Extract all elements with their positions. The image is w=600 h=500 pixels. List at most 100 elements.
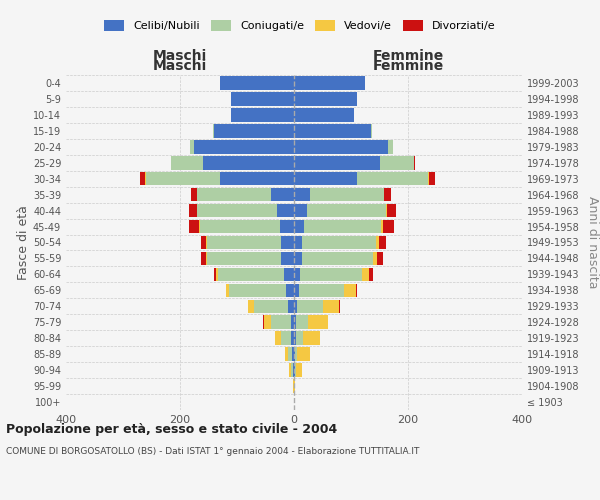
- Bar: [280, 220, 294, 234]
- Bar: [380, 156, 414, 170]
- Bar: [300, 268, 362, 281]
- Bar: [200, 236, 206, 250]
- Bar: [294, 172, 356, 186]
- Bar: [294, 92, 356, 106]
- Bar: [197, 204, 277, 218]
- Y-axis label: Anni di nascita: Anni di nascita: [586, 196, 599, 289]
- Bar: [377, 252, 383, 265]
- Bar: [218, 268, 284, 281]
- Bar: [277, 204, 294, 218]
- Bar: [373, 252, 377, 265]
- Bar: [379, 236, 386, 250]
- Bar: [281, 332, 291, 345]
- Bar: [296, 364, 302, 377]
- Bar: [428, 172, 436, 186]
- Bar: [216, 268, 218, 281]
- Bar: [296, 316, 308, 329]
- Bar: [220, 76, 294, 90]
- Bar: [387, 204, 396, 218]
- Bar: [294, 252, 302, 265]
- Bar: [271, 188, 294, 202]
- Y-axis label: Fasce di età: Fasce di età: [17, 205, 30, 280]
- Bar: [213, 124, 214, 138]
- Bar: [232, 92, 294, 106]
- Bar: [275, 332, 281, 345]
- Text: Maschi: Maschi: [153, 58, 207, 72]
- Bar: [381, 220, 383, 234]
- Bar: [208, 236, 281, 250]
- Bar: [294, 220, 304, 234]
- Bar: [286, 284, 294, 297]
- Bar: [199, 220, 200, 234]
- Bar: [344, 284, 356, 297]
- Bar: [190, 140, 194, 153]
- Bar: [281, 252, 294, 265]
- Bar: [384, 188, 391, 202]
- Bar: [414, 156, 415, 170]
- Bar: [294, 316, 296, 329]
- Bar: [290, 316, 294, 329]
- Bar: [323, 300, 339, 313]
- Bar: [369, 268, 373, 281]
- Bar: [294, 188, 310, 202]
- Bar: [308, 316, 328, 329]
- Bar: [302, 236, 376, 250]
- Bar: [294, 108, 354, 122]
- Text: Popolazione per età, sesso e stato civile - 2004: Popolazione per età, sesso e stato civil…: [6, 422, 337, 436]
- Bar: [248, 300, 254, 313]
- Bar: [206, 252, 208, 265]
- Bar: [232, 108, 294, 122]
- Bar: [285, 348, 289, 361]
- Bar: [188, 204, 197, 218]
- Bar: [214, 124, 294, 138]
- Bar: [371, 124, 372, 138]
- Text: Femmine: Femmine: [373, 58, 443, 72]
- Bar: [362, 268, 369, 281]
- Bar: [307, 204, 386, 218]
- Bar: [302, 332, 320, 345]
- Bar: [294, 156, 380, 170]
- Bar: [289, 300, 294, 313]
- Bar: [295, 348, 298, 361]
- Bar: [214, 268, 216, 281]
- Bar: [200, 220, 280, 234]
- Bar: [293, 364, 294, 377]
- Bar: [291, 332, 294, 345]
- Text: Maschi: Maschi: [153, 48, 207, 62]
- Bar: [201, 252, 206, 265]
- Bar: [291, 364, 293, 377]
- Bar: [284, 268, 294, 281]
- Bar: [254, 300, 289, 313]
- Bar: [294, 284, 299, 297]
- Bar: [294, 364, 295, 377]
- Bar: [271, 316, 290, 329]
- Bar: [294, 348, 295, 361]
- Bar: [281, 236, 294, 250]
- Bar: [289, 364, 291, 377]
- Bar: [294, 76, 365, 90]
- Bar: [264, 316, 271, 329]
- Bar: [206, 236, 208, 250]
- Bar: [220, 172, 294, 186]
- Bar: [188, 220, 199, 234]
- Bar: [294, 268, 300, 281]
- Bar: [310, 188, 384, 202]
- Bar: [299, 284, 344, 297]
- Bar: [146, 172, 220, 186]
- Bar: [208, 252, 281, 265]
- Bar: [295, 364, 296, 377]
- Text: COMUNE DI BORGOSATOLLO (BS) - Dati ISTAT 1° gennaio 2004 - Elaborazione TUTTITAL: COMUNE DI BORGOSATOLLO (BS) - Dati ISTAT…: [6, 448, 419, 456]
- Bar: [294, 380, 295, 393]
- Bar: [356, 172, 428, 186]
- Text: Femmine: Femmine: [373, 48, 443, 62]
- Bar: [194, 140, 294, 153]
- Bar: [203, 156, 294, 170]
- Legend: Celibi/Nubili, Coniugati/e, Vedovi/e, Divorziati/e: Celibi/Nubili, Coniugati/e, Vedovi/e, Di…: [100, 16, 500, 36]
- Bar: [229, 284, 286, 297]
- Bar: [294, 124, 371, 138]
- Bar: [376, 236, 379, 250]
- Bar: [191, 188, 197, 202]
- Bar: [140, 172, 145, 186]
- Bar: [197, 188, 271, 202]
- Bar: [302, 252, 373, 265]
